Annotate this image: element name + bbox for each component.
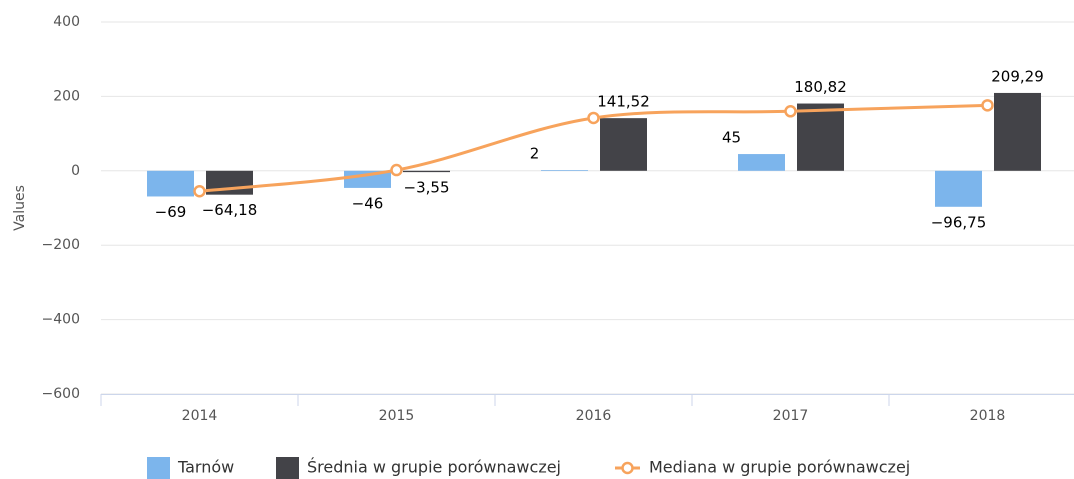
bar: [147, 170, 194, 197]
legend-marker: [621, 461, 634, 475]
y-axis-title: Values: [12, 185, 28, 231]
line-marker: [390, 163, 403, 177]
x-tick-label: 2015: [379, 408, 415, 424]
bar: [935, 170, 982, 207]
x-tick-label: 2016: [576, 408, 612, 424]
value-label: −64,18: [202, 201, 258, 219]
bar: [541, 170, 588, 171]
y-tick-label: −400: [42, 312, 80, 328]
x-tick-label: 2014: [182, 408, 218, 424]
legend-label: Średnia w grupie porównawczej: [307, 458, 561, 477]
line-marker: [981, 99, 994, 112]
legend-swatch: [276, 457, 299, 479]
value-label: −3,55: [404, 179, 450, 197]
value-label: 2: [530, 145, 540, 163]
bar: [600, 118, 647, 171]
value-label: −96,75: [931, 213, 987, 231]
x-tick-label: 2018: [970, 408, 1006, 424]
value-label: −46: [352, 194, 384, 212]
value-label: 45: [722, 129, 741, 147]
y-tick-label: 400: [53, 14, 80, 30]
x-tick-label: 2017: [773, 408, 809, 424]
legend-label: Mediana w grupie porównawczej: [649, 458, 910, 477]
value-label: 141,52: [597, 93, 650, 111]
y-tick-label: −200: [42, 237, 80, 253]
bar: [403, 170, 450, 173]
legend-label: Tarnów: [177, 458, 234, 477]
bar: [738, 154, 785, 171]
y-tick-label: −600: [42, 386, 80, 402]
value-label: −69: [155, 203, 187, 221]
bar: [994, 92, 1041, 171]
legend-swatch: [147, 457, 170, 479]
line-marker: [587, 111, 600, 125]
y-tick-label: 0: [71, 163, 80, 179]
value-label: 180,82: [794, 78, 847, 96]
line-marker: [193, 185, 206, 198]
value-label: 209,29: [991, 67, 1044, 85]
line-marker: [784, 105, 797, 118]
bar: [797, 103, 844, 171]
y-tick-label: 200: [53, 88, 80, 104]
